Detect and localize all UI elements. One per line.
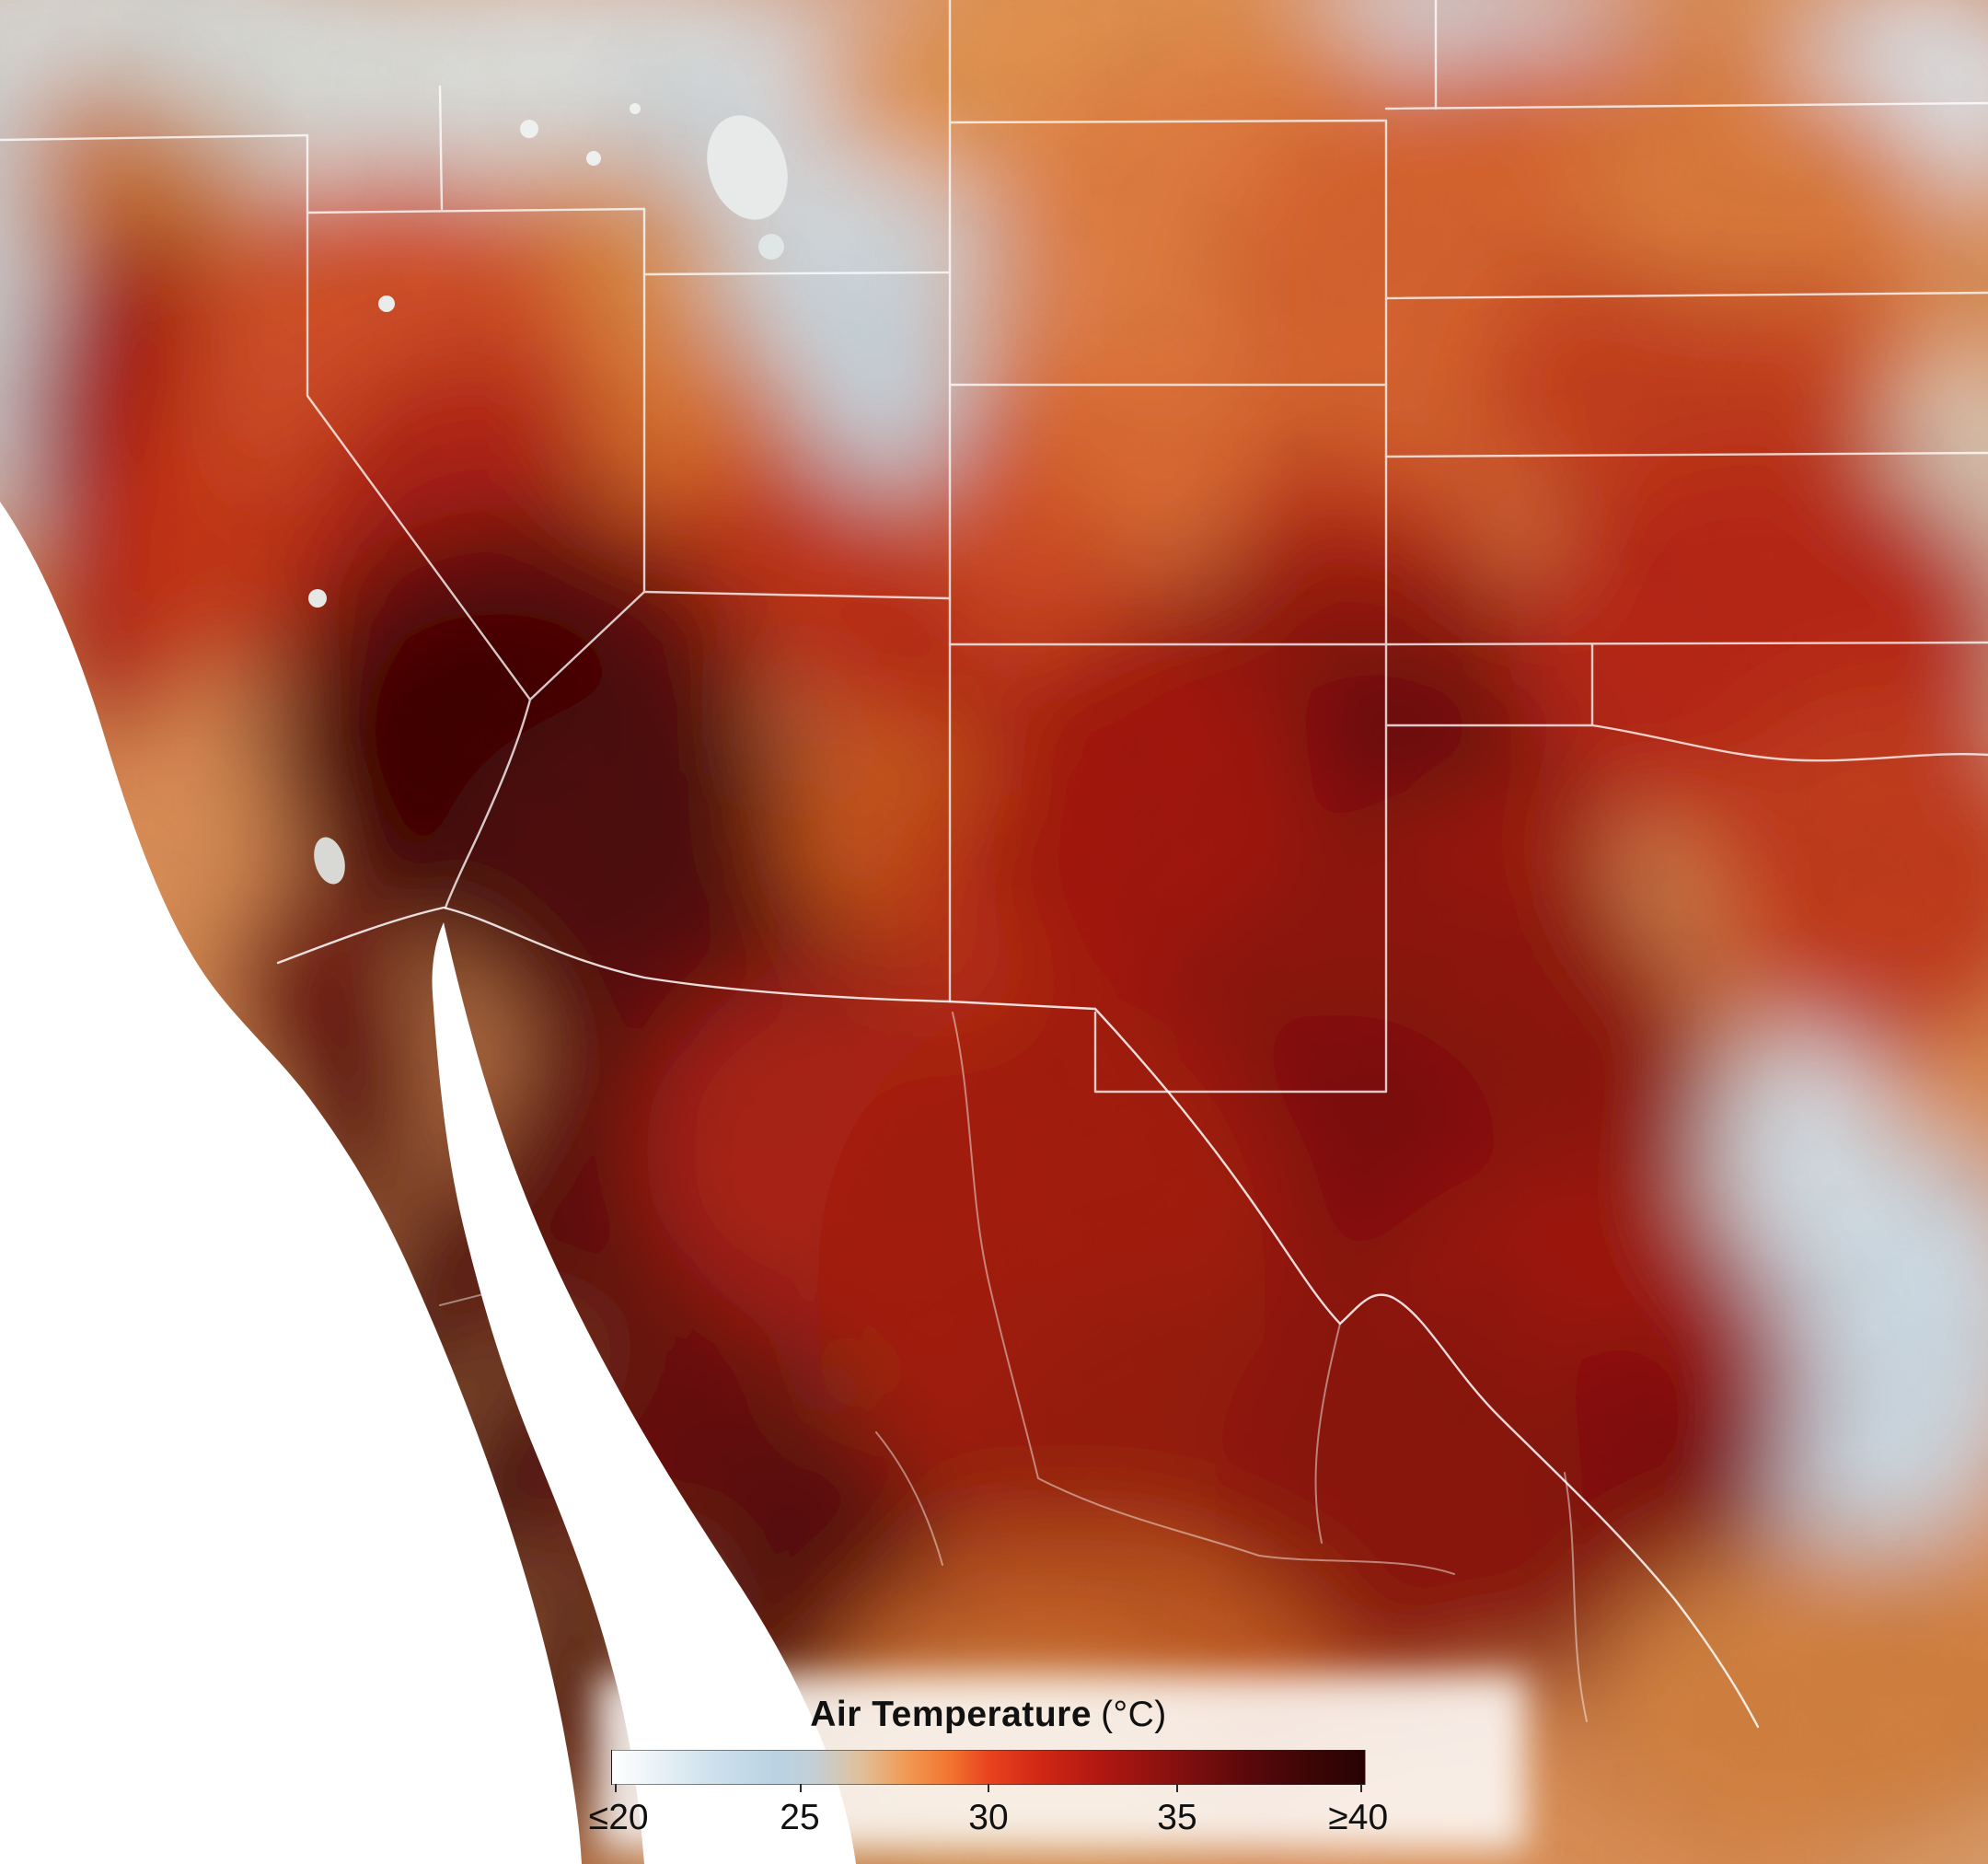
legend-unit: (°C) bbox=[1101, 1695, 1167, 1734]
border-nuevoleon-tamaulipas bbox=[1564, 1472, 1588, 1722]
utah-lake bbox=[758, 234, 784, 260]
gulf-of-california bbox=[432, 922, 856, 1864]
border-sonora-sinaloa bbox=[875, 1431, 943, 1566]
border-mt-wy bbox=[948, 119, 1388, 124]
border-az-north bbox=[642, 590, 952, 600]
mexico-state-borders bbox=[439, 1012, 1588, 1722]
colorbar-tick-label: ≥40 bbox=[1328, 1797, 1389, 1837]
border-nm-tx bbox=[1093, 643, 1388, 1094]
border-rio-grande bbox=[1093, 1007, 1760, 1729]
border-ne-ks bbox=[1384, 451, 1988, 458]
border-chihuahua-coahuila bbox=[1314, 1323, 1341, 1544]
state-borders bbox=[0, 0, 1988, 1092]
border-nv-north bbox=[306, 207, 646, 214]
mountain-lake-icon bbox=[308, 589, 327, 608]
legend-title-text: Air Temperature bbox=[810, 1695, 1092, 1734]
international-border bbox=[276, 906, 1760, 1729]
legend: Air Temperature (°C) ≤20 25 30 35 ≥40 bbox=[589, 1695, 1388, 1844]
colorbar-tick bbox=[799, 1783, 802, 1792]
border-ca-nv bbox=[306, 133, 532, 701]
colorbar-tick bbox=[615, 1783, 618, 1792]
border-baja-california-sur bbox=[439, 1275, 557, 1306]
border-ca-az bbox=[444, 698, 532, 909]
border-coahuila-south bbox=[1258, 1555, 1455, 1575]
legend-title: Air Temperature (°C) bbox=[611, 1695, 1366, 1735]
border-chihuahua-south bbox=[1037, 1477, 1260, 1557]
colorbar-tick bbox=[1175, 1783, 1178, 1792]
colorbar-tick bbox=[988, 1783, 989, 1792]
border-ca-or bbox=[0, 133, 309, 142]
border-sonora-chihuahua bbox=[952, 1012, 1039, 1479]
colorbar-tick-label: 30 bbox=[968, 1797, 1009, 1837]
border-tx-ok bbox=[1590, 724, 1988, 762]
colorbar-labels: ≤20 25 30 35 ≥40 bbox=[589, 1797, 1388, 1844]
border-us-mexico bbox=[276, 906, 1097, 1011]
border-ks-ok bbox=[1384, 641, 1988, 646]
pacific-ocean bbox=[0, 502, 582, 1864]
border-sd-ne bbox=[1384, 291, 1988, 300]
colorbar-tick-label: 25 bbox=[780, 1797, 820, 1837]
mountain-lake-icon bbox=[520, 120, 538, 138]
colorbar-tick-label: 35 bbox=[1157, 1797, 1197, 1837]
border-or-id bbox=[438, 85, 444, 211]
mountain-lake-icon bbox=[630, 103, 641, 114]
border-nv-az bbox=[528, 590, 646, 701]
border-nd-sd bbox=[1384, 101, 1988, 110]
lakes bbox=[308, 103, 788, 885]
colorbar-tick bbox=[1359, 1783, 1362, 1792]
salton-sea bbox=[314, 837, 345, 885]
border-ut-north bbox=[642, 271, 952, 276]
mountain-lake-icon bbox=[586, 151, 601, 166]
colorbar bbox=[611, 1749, 1366, 1792]
great-salt-lake bbox=[707, 115, 788, 220]
colorbar-tick-label: ≤20 bbox=[588, 1797, 649, 1837]
mountain-lake-icon bbox=[378, 295, 395, 312]
